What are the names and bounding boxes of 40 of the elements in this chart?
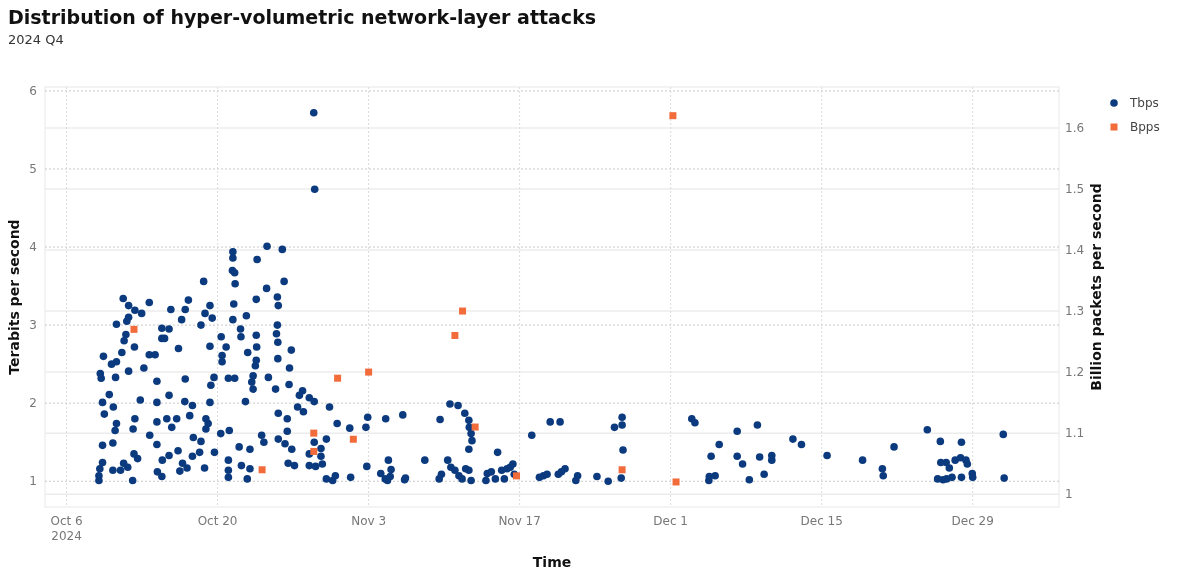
legend-label: Bpps <box>1130 120 1160 135</box>
y-tick-label: 2 <box>29 396 37 411</box>
x-tick-label: Oct 6 2024 <box>50 514 83 543</box>
point <box>365 368 373 376</box>
point <box>669 112 677 120</box>
point <box>310 429 318 437</box>
y2-tick-label: 1.5 <box>1065 182 1085 197</box>
x-tick-label: Dec 1 <box>653 514 688 528</box>
y-tick-label: 5 <box>29 162 37 177</box>
x-tick-label: Dec 29 <box>951 514 994 528</box>
y2-tick-label: 1.3 <box>1065 304 1085 319</box>
y2-tick-label: 1.6 <box>1065 121 1085 136</box>
legend-label: Tbps <box>1129 96 1159 111</box>
point <box>334 374 342 382</box>
y2-tick-label: 1.1 <box>1065 426 1085 441</box>
y2-tick-label: 1.2 <box>1065 365 1085 380</box>
y-axis-title: Terabits per second <box>6 219 22 375</box>
x-axis-title: Time <box>532 554 572 570</box>
y-tick-label: 6 <box>29 84 37 99</box>
point <box>258 466 266 474</box>
y-tick-label: 4 <box>29 240 37 255</box>
y2-tick-label: 1 <box>1065 487 1073 502</box>
x-tick-label: Dec 15 <box>800 514 843 528</box>
x-tick-label: Nov 17 <box>498 514 541 528</box>
y2-tick-label: 1.4 <box>1065 243 1085 258</box>
point <box>451 331 459 339</box>
y-tick-label: 3 <box>29 318 37 333</box>
point <box>471 423 479 431</box>
point <box>459 307 467 315</box>
y2-axis-title: Billion packets per second <box>1088 183 1104 391</box>
point <box>130 325 138 333</box>
chart-title: Distribution of hyper-volumetric network-layer attacks <box>8 6 597 28</box>
x-tick-label: Nov 3 <box>351 514 387 528</box>
chart-subtitle: 2024 Q4 <box>8 32 64 47</box>
y-tick-label: 1 <box>29 474 37 489</box>
x-tick-label: Oct 20 <box>197 514 238 528</box>
point <box>349 435 357 443</box>
point <box>618 466 626 474</box>
point <box>310 447 318 455</box>
point <box>672 478 680 486</box>
